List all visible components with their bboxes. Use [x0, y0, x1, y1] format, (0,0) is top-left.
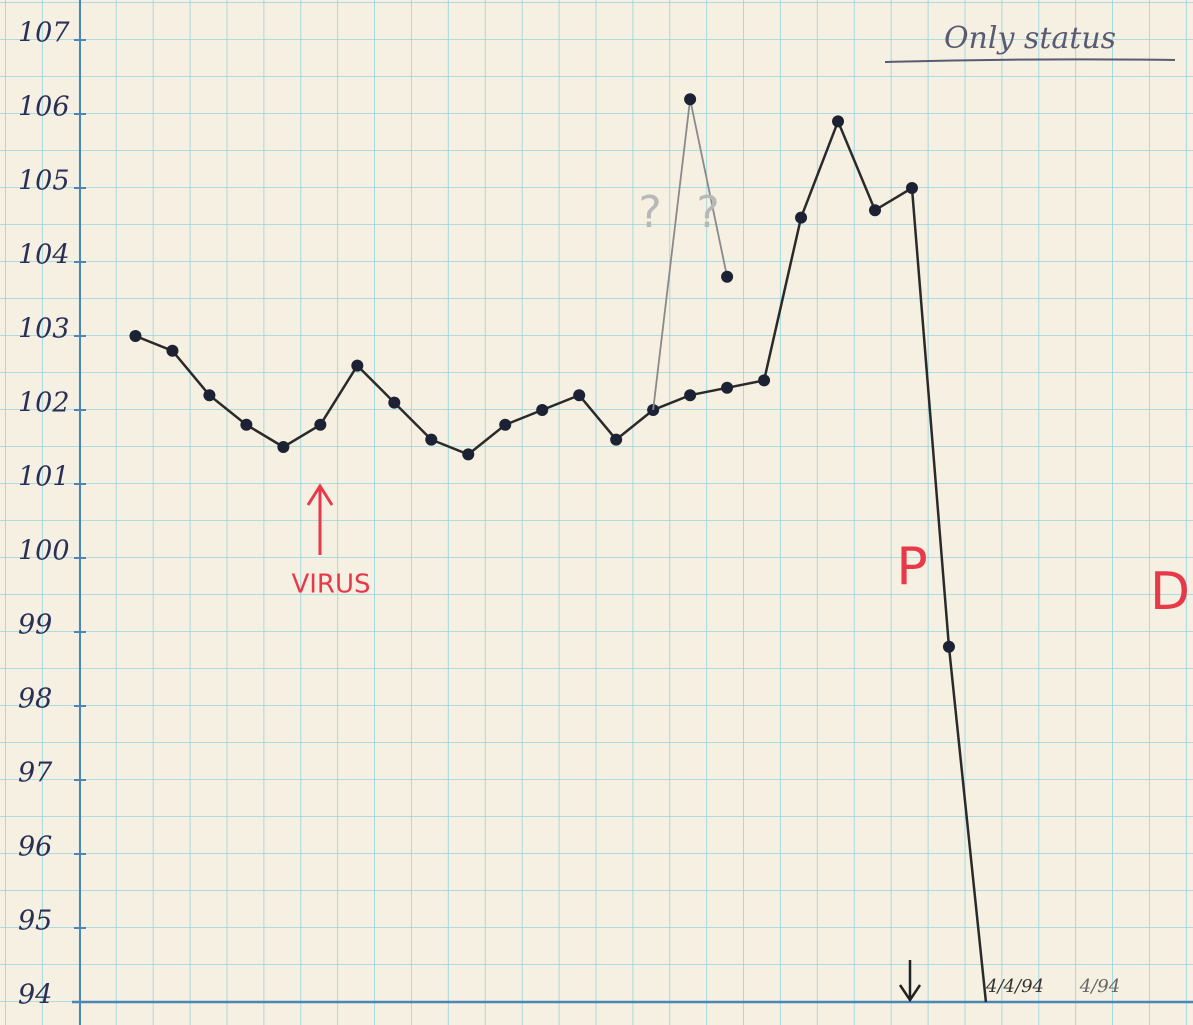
y-tick-label: 107 [18, 18, 70, 49]
plot: 94 95 96 97 98 99 100 101 102 103 104 105 106 107 [18, 18, 988, 1011]
arrow [306, 483, 334, 555]
point [314, 418, 327, 431]
point [721, 270, 734, 283]
point [462, 448, 475, 461]
point [388, 396, 401, 409]
point [758, 374, 771, 387]
y-tick-label: 103 [18, 314, 70, 345]
point [832, 115, 845, 128]
y-tick-label: 94 [18, 980, 52, 1011]
point [610, 433, 623, 446]
y-tick-label: 101 [18, 462, 70, 493]
note: Only status [944, 21, 1116, 56]
annotation: ? [638, 187, 661, 238]
point [942, 640, 955, 653]
point [129, 330, 142, 342]
annotation: 4/94 [1079, 976, 1120, 997]
point [869, 204, 881, 217]
underline [884, 58, 1176, 63]
y-tick-label: 105 [18, 166, 70, 197]
point [721, 381, 734, 394]
line [135, 118, 988, 1003]
y-tick-label: 100 [18, 536, 70, 567]
annotation: VIRUS [291, 570, 370, 600]
point [905, 182, 918, 194]
point [277, 441, 290, 453]
y-tick-label: 99 [18, 610, 52, 641]
y-tick-label: 102 [18, 388, 70, 419]
annotation: ? [696, 187, 719, 238]
y-tick-label: 98 [18, 684, 52, 715]
y-tick-label: 96 [18, 832, 52, 863]
point [203, 389, 216, 402]
point [684, 93, 697, 106]
y-tick-label: 97 [18, 758, 53, 789]
point [351, 359, 364, 372]
point [536, 404, 549, 416]
point [573, 389, 586, 402]
point [425, 433, 438, 446]
point [684, 389, 697, 402]
y-tick-label: 106 [18, 92, 70, 123]
y-tick-label: 95 [18, 906, 52, 937]
point [166, 344, 179, 357]
arrow [898, 960, 922, 1003]
point [499, 418, 512, 431]
y-tick-label: 104 [18, 240, 70, 271]
annotation: P [896, 537, 927, 597]
point [795, 211, 808, 224]
annotation: D [1150, 562, 1190, 622]
annotation: 4/4/94 [985, 976, 1044, 997]
point [240, 418, 253, 431]
